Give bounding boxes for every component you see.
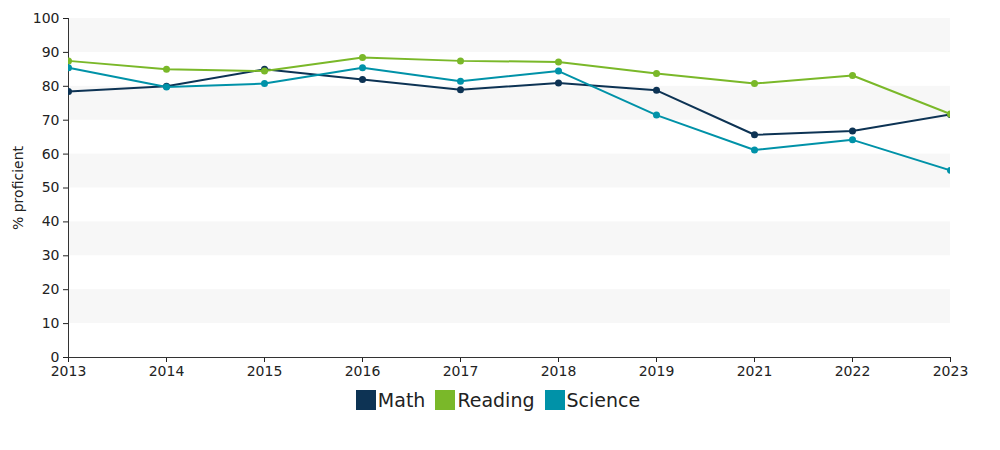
svg-text:2021: 2021 [737,363,773,379]
svg-text:70: 70 [42,112,60,128]
svg-text:2016: 2016 [345,363,381,379]
svg-text:2022: 2022 [835,363,871,379]
svg-text:2023: 2023 [933,363,969,379]
svg-text:10: 10 [42,315,60,331]
html-text:Math: Math [377,389,426,411]
svg-text:100: 100 [33,10,60,26]
svg-text:30: 30 [42,247,60,263]
html-text:Reading: Reading [457,389,535,411]
svg-text:2014: 2014 [149,363,185,379]
svg-text:0: 0 [50,349,60,365]
svg-text:90: 90 [42,44,60,60]
svg-text:2013: 2013 [51,363,87,379]
html-text:Science: Science [566,389,641,411]
svg-text:60: 60 [42,146,60,162]
svg-text:50: 50 [42,179,60,195]
svg-text:2018: 2018 [541,363,577,379]
svg-text:40: 40 [42,213,60,229]
svg-text:20: 20 [42,281,60,297]
svg-text:% proficient: % proficient [10,145,26,230]
svg-text:2017: 2017 [443,363,479,379]
svg-text:2015: 2015 [247,363,283,379]
svg-text:80: 80 [42,78,60,94]
svg-text:2019: 2019 [639,363,675,379]
